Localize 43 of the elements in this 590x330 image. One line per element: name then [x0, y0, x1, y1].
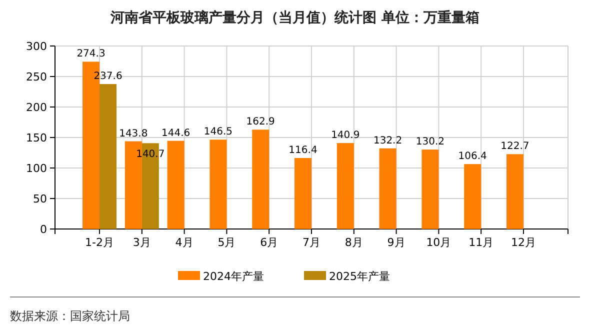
bar	[379, 148, 396, 229]
y-tick-label: 0	[40, 223, 47, 236]
y-tick-label: 100	[26, 162, 47, 175]
bar	[100, 84, 117, 229]
bar	[464, 164, 482, 229]
bar	[252, 130, 270, 229]
legend-label: 2024年产量	[203, 270, 264, 283]
bar	[506, 154, 524, 229]
x-tick-label: 4月	[175, 236, 194, 249]
x-tick-label: 5月	[218, 236, 236, 249]
data-label: 162.9	[246, 116, 275, 128]
y-tick-label: 50	[33, 192, 47, 206]
chart-title: 河南省平板玻璃产量分月（当月值）统计图 单位：万重量箱	[110, 9, 480, 26]
data-label: 146.5	[204, 126, 233, 138]
data-label: 122.7	[500, 141, 530, 152]
data-label: 132.2	[373, 135, 402, 146]
x-tick-label: 7月	[302, 236, 320, 249]
bar	[294, 158, 312, 229]
y-tick-label: 300	[26, 40, 47, 53]
bar	[336, 143, 354, 229]
bar	[167, 140, 184, 229]
x-tick-label: 6月	[260, 236, 278, 249]
data-label: 140.9	[331, 130, 360, 142]
bar	[210, 140, 227, 229]
bar	[422, 150, 439, 229]
x-tick-label: 11月	[468, 236, 494, 249]
y-tick-label: 200	[26, 101, 47, 114]
data-label: 274.3	[76, 48, 106, 60]
data-label: 106.4	[458, 151, 487, 162]
legend-label: 2025年产量	[329, 270, 390, 283]
source-note: 数据来源：国家统计局	[10, 309, 130, 323]
data-label: 130.2	[416, 136, 445, 148]
y-tick-label: 250	[26, 70, 47, 84]
x-tick-label: 8月	[344, 236, 363, 249]
data-label: 116.4	[288, 144, 318, 156]
data-label: 143.8	[119, 128, 148, 140]
y-tick-label: 150	[26, 132, 47, 144]
data-label: 144.6	[161, 128, 190, 139]
x-tick-label: 12月	[510, 236, 536, 249]
x-tick-label: 3月	[132, 236, 151, 249]
x-tick-label: 10月	[426, 236, 452, 249]
x-tick-label: 1-2月	[85, 236, 114, 249]
x-tick-label: 9月	[387, 236, 406, 249]
